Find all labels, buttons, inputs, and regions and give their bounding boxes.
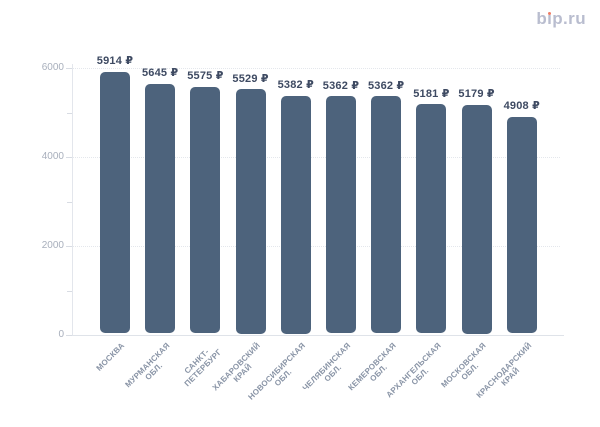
y-tick-label: 4000	[41, 151, 64, 162]
x-axis-label: МУРМАНСКАЯ ОБЛ.	[123, 341, 178, 396]
bar-value-label: 5362 ₽	[322, 79, 360, 92]
bar-value-label: 5914 ₽	[96, 55, 134, 68]
logo-i-dot	[547, 11, 552, 16]
x-axis-line	[70, 335, 564, 336]
bar[interactable]	[235, 89, 266, 334]
brand-logo: bı p.ru	[536, 9, 586, 28]
bar-value-label: 5181 ₽	[413, 87, 450, 100]
x-axis-label-line: МОСКВА	[94, 341, 127, 373]
bar-value-label: 4908 ₽	[503, 100, 540, 113]
bar-value-label: 5575 ₽	[187, 70, 224, 83]
y-minor-tick-mark	[67, 291, 72, 292]
y-minor-tick-mark	[67, 202, 72, 203]
y-tick-mark	[66, 68, 72, 69]
bar[interactable]	[190, 86, 221, 334]
y-gridline	[72, 246, 560, 247]
y-tick-mark	[66, 246, 72, 247]
y-axis-line	[72, 64, 73, 335]
logo-letter-i: ı	[547, 9, 553, 28]
bar[interactable]	[371, 96, 402, 334]
bar[interactable]	[145, 83, 176, 334]
x-axis-label: МОСКВА	[95, 341, 127, 373]
y-tick-label: 2000	[41, 240, 64, 251]
y-tick-label: 0	[58, 329, 64, 340]
bar[interactable]	[100, 71, 130, 334]
y-gridline	[72, 157, 560, 158]
bar[interactable]	[326, 96, 356, 334]
y-tick-mark	[66, 157, 72, 158]
bar-value-label: 5179 ₽	[458, 88, 495, 100]
bar-value-label: 5645 ₽	[141, 67, 179, 80]
bar-value-label: 5382 ₽	[277, 79, 314, 91]
bar[interactable]	[506, 116, 537, 334]
y-minor-tick-mark	[67, 113, 72, 114]
y-tick-mark	[66, 335, 72, 336]
bar[interactable]	[416, 104, 447, 334]
bar[interactable]	[280, 95, 311, 334]
bar-value-label: 5362 ₽	[367, 79, 405, 92]
y-tick-label: 6000	[41, 62, 64, 73]
bar-value-label: 5529 ₽	[232, 72, 269, 85]
bar[interactable]	[461, 104, 492, 334]
y-gridline	[72, 68, 560, 69]
